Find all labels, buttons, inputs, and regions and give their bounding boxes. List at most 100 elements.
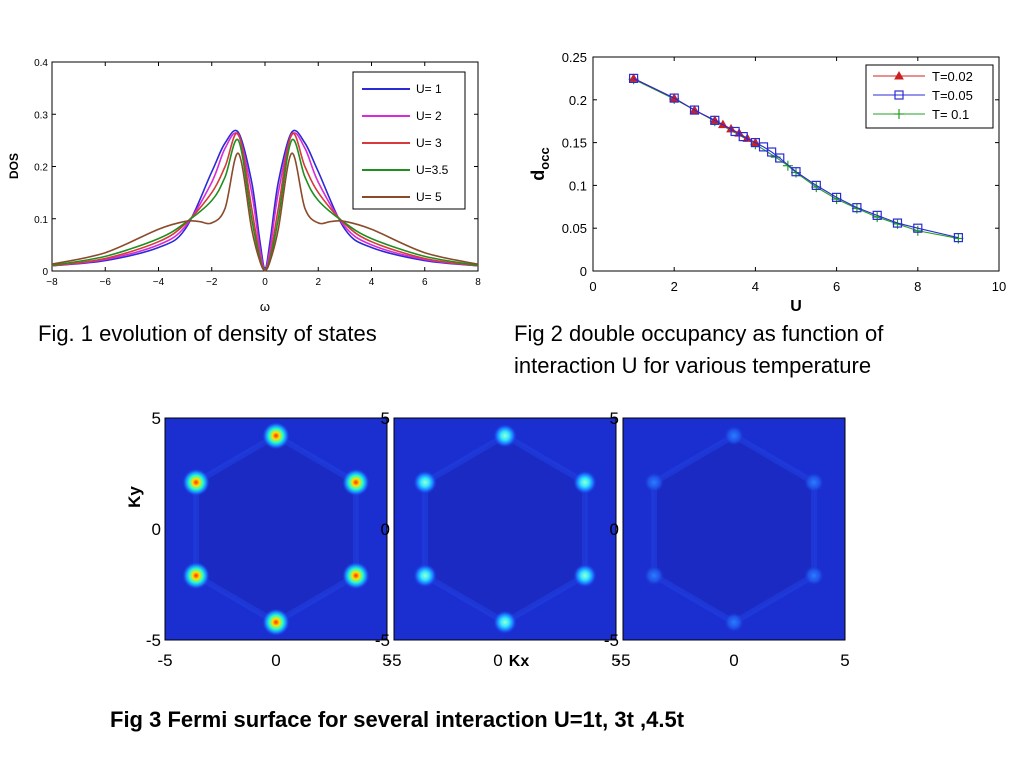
dos-y-tick-label: 0.1 xyxy=(34,215,48,226)
docc-x-axis-label: U xyxy=(790,298,802,315)
docc-data-point xyxy=(791,167,801,177)
dos-x-axis-label: ω xyxy=(260,299,270,314)
fermi-x-tick-label: 0 xyxy=(729,651,738,670)
docc-data-point xyxy=(953,233,964,243)
dos-legend-label: U= 3 xyxy=(416,136,442,150)
docc-legend: T=0.02 T=0.05 T= 0.1 xyxy=(865,64,994,129)
dos-x-tick-label: 4 xyxy=(369,277,375,288)
fermi-y-tick-label: 0 xyxy=(610,520,619,539)
fermi-y-tick-label: 0 xyxy=(152,520,161,539)
svg-text:docc: docc xyxy=(528,147,552,180)
dos-x-tick-label: 0 xyxy=(262,277,268,288)
fermi-x-tick-label: -5 xyxy=(386,651,401,670)
docc-x-tick-label: 0 xyxy=(589,279,596,294)
docc-x-tick-label: 2 xyxy=(671,279,678,294)
docc-y-tick-label: 0 xyxy=(580,264,587,279)
dos-legend-label: U= 2 xyxy=(416,109,442,123)
docc-data-point xyxy=(628,73,639,84)
docc-x-tick-label: 4 xyxy=(752,279,759,294)
dos-y-tick-label: 0.3 xyxy=(34,110,48,121)
fermi-hot-spot xyxy=(572,563,597,588)
fermi-hot-spot xyxy=(803,565,825,586)
docc-legend-label: T=0.02 xyxy=(932,69,973,84)
fermi-hot-spot xyxy=(643,472,665,493)
docc-data-point xyxy=(710,115,720,125)
dos-chart: −8 −6 −4 −2 0 2 4 6 800.10.20.30.4 ω DOS U= 1U= … xyxy=(7,58,481,314)
fermi-panel xyxy=(164,417,388,641)
docc-legend-label: T= 0.1 xyxy=(932,107,969,122)
fermi-x-axis-label: Kx xyxy=(509,653,530,670)
dos-legend-label: U= 5 xyxy=(416,190,442,204)
fig3-caption: Fig 3 Fermi surface for several interact… xyxy=(110,707,685,732)
docc-data-point xyxy=(912,225,923,236)
dos-x-tick-label: 8 xyxy=(475,277,481,288)
fermi-hot-spot xyxy=(262,608,290,637)
docc-data-point xyxy=(782,160,793,171)
fig2-caption-line1: Fig 2 double occupancy as function of xyxy=(514,321,884,346)
docc-data-point xyxy=(811,180,821,190)
fermi-y-tick-label: 5 xyxy=(152,409,161,428)
fermi-y-tick-label: -5 xyxy=(375,631,390,650)
dos-x-tick-label: −8 xyxy=(46,277,58,288)
dos-y-axis-label: DOS xyxy=(7,153,21,179)
dos-legend: U= 1 U= 2 U= 3 U=3.5 U= 5 xyxy=(352,71,466,210)
dos-y-tick-label: 0.4 xyxy=(34,58,48,69)
fermi-y-axis-label: Ky xyxy=(125,486,144,508)
fermi-hot-spot xyxy=(723,612,745,633)
docc-data-point xyxy=(767,147,777,157)
fermi-x-tick-label: 0 xyxy=(271,651,280,670)
docc-legend-marker xyxy=(894,90,904,100)
docc-data-point xyxy=(913,223,923,233)
dos-x-tick-label: −6 xyxy=(100,277,112,288)
docc-data-point xyxy=(775,153,785,163)
dos-legend-label: U= 1 xyxy=(416,82,442,96)
fermi-x-tick-label: 5 xyxy=(840,651,849,670)
fermi-y-tick-label: -5 xyxy=(146,631,161,650)
dos-y-tick-label: 0.2 xyxy=(34,163,48,174)
fermi-hot-spot xyxy=(572,470,597,495)
fermi-y-tick-label: 0 xyxy=(381,520,390,539)
fermi-y-tick-label: 5 xyxy=(381,409,390,428)
docc-y-tick-label: 0.25 xyxy=(562,50,587,65)
docc-y-tick-label: 0.05 xyxy=(562,221,587,236)
docc-data-point xyxy=(669,93,679,103)
fermi-hot-spot xyxy=(803,472,825,493)
docc-data-point xyxy=(730,126,740,137)
fermi-hot-spot xyxy=(341,561,370,590)
docc-x-tick-label: 10 xyxy=(992,279,1006,294)
fermi-hot-spot xyxy=(341,468,370,497)
fermi-hot-spot xyxy=(413,563,438,588)
dos-x-tick-label: −2 xyxy=(206,277,218,288)
docc-data-point xyxy=(892,218,903,228)
fermi-hot-spot xyxy=(493,610,517,635)
fermi-panel xyxy=(622,417,846,641)
docc-y-tick-label: 0.1 xyxy=(569,178,587,193)
fermi-hot-spot xyxy=(182,561,211,590)
fermi-y-tick-label: 5 xyxy=(610,409,619,428)
dos-y-tick-label: 0 xyxy=(42,267,48,278)
fermi-hot-spot xyxy=(182,468,211,497)
docc-data-point xyxy=(872,210,882,220)
fig1-caption: Fig. 1 evolution of density of states xyxy=(38,321,377,346)
docc-y-tick-label: 0.15 xyxy=(562,136,587,151)
docc-data-point xyxy=(831,192,842,202)
dos-x-tick-label: −4 xyxy=(153,277,165,288)
dos-series-line xyxy=(51,152,479,272)
docc-x-tick-label: 6 xyxy=(833,279,840,294)
fermi-panel xyxy=(393,417,617,641)
docc-x-tick-label: 8 xyxy=(914,279,921,294)
docc-legend-label: T=0.05 xyxy=(932,88,973,103)
docc-data-point xyxy=(738,132,748,142)
dos-series-line xyxy=(51,129,479,270)
fermi-hot-spot xyxy=(723,425,745,446)
docc-data-point xyxy=(689,105,700,115)
fermi-x-tick-label: -5 xyxy=(157,651,172,670)
fermi-hot-spot xyxy=(643,565,665,586)
docc-data-point xyxy=(852,203,862,213)
fermi-hot-spot xyxy=(262,421,290,450)
double-occupancy-chart: 0 2 4 6 8 10 0 0.05 0.1 0.15 0.2 0.25 U docc T=0.02… xyxy=(528,50,1006,315)
fermi-y-tick-label: -5 xyxy=(604,631,619,650)
fermi-x-tick-label: 0 xyxy=(493,651,502,670)
docc-legend-marker xyxy=(894,109,904,119)
